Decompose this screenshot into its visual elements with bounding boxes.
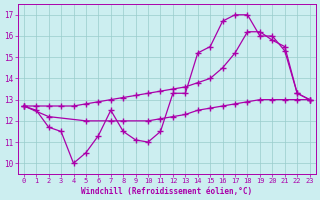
X-axis label: Windchill (Refroidissement éolien,°C): Windchill (Refroidissement éolien,°C)	[81, 187, 252, 196]
